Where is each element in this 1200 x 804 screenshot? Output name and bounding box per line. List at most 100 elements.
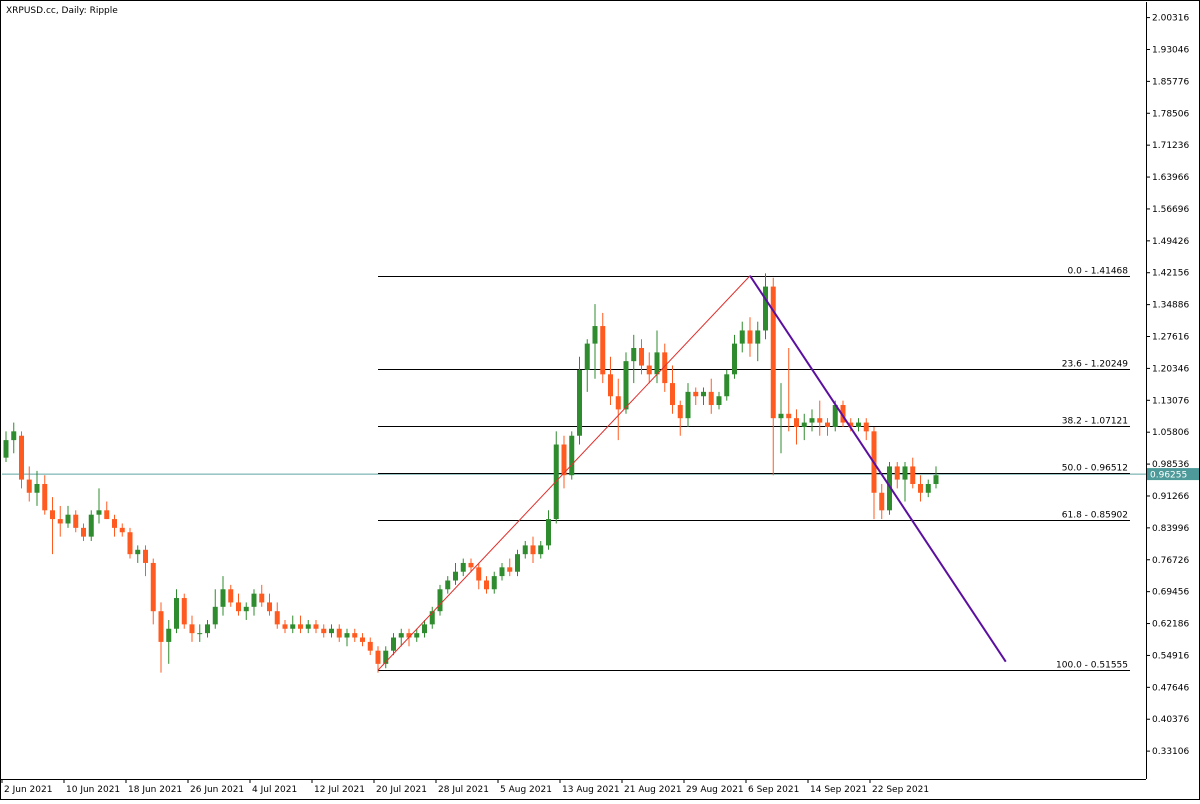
candle-body	[879, 493, 884, 511]
price-tick-label: 1.85776	[1152, 77, 1189, 87]
candle-body	[492, 576, 497, 589]
bull-candle	[89, 510, 94, 541]
candle-body	[523, 545, 528, 554]
candle-body	[453, 572, 458, 581]
candle-body	[244, 607, 249, 611]
candle-body	[717, 396, 722, 405]
candle-body	[4, 440, 9, 458]
time-tick-label: 2 Jun 2021	[4, 785, 52, 795]
candle-body	[360, 638, 365, 642]
candle-body	[89, 515, 94, 537]
time-tick-label: 12 Jul 2021	[314, 785, 365, 795]
time-tick-label: 29 Aug 2021	[686, 785, 744, 795]
time-tick-label: 26 Jun 2021	[190, 785, 244, 795]
candle-body	[345, 633, 350, 637]
candle-body	[538, 545, 543, 554]
candle-body	[376, 651, 381, 664]
candle-body	[856, 423, 861, 427]
time-tick-label: 28 Jul 2021	[438, 785, 489, 795]
candle-body	[763, 287, 768, 331]
candle-body	[298, 624, 303, 628]
candle-body	[771, 287, 776, 419]
candle-body	[267, 602, 272, 611]
candle-body	[593, 326, 598, 344]
candle-body	[352, 633, 357, 637]
candle-body	[391, 638, 396, 651]
candle-body	[864, 423, 869, 432]
candle-body	[918, 484, 923, 493]
candle-body	[221, 589, 226, 607]
candle-body	[600, 326, 605, 374]
candle-body	[368, 642, 373, 651]
candle-body	[686, 392, 691, 418]
chart-title: XRPUSD.cc, Daily: Ripple	[6, 6, 118, 16]
candle-body	[616, 396, 621, 409]
candle-body	[748, 330, 753, 343]
candle-body	[197, 633, 202, 634]
candle-body	[794, 418, 799, 427]
candle-body	[205, 624, 210, 633]
candle-body	[143, 550, 148, 563]
bear-candle	[182, 594, 187, 629]
time-tick-label: 4 Jul 2021	[252, 785, 297, 795]
bull-candle	[624, 352, 629, 413]
bull-candle	[724, 370, 729, 401]
candle-body	[120, 528, 125, 532]
candle-body	[624, 361, 629, 409]
candle-body	[259, 594, 264, 603]
bull-candle	[438, 585, 443, 616]
price-tick-label: 1.93046	[1152, 45, 1189, 55]
price-tick-label: 0.54916	[1152, 651, 1189, 661]
candle-body	[252, 594, 257, 607]
candle-body	[66, 515, 71, 524]
time-tick-label: 18 Jun 2021	[128, 785, 182, 795]
candle-body	[740, 330, 745, 343]
candle-body	[135, 550, 140, 554]
candle-body	[321, 629, 326, 633]
price-tick-label: 0.33106	[1152, 747, 1189, 757]
fib-level-label: 38.2 - 1.07121	[1062, 417, 1128, 427]
price-tick-label: 2.00316	[1152, 14, 1189, 24]
candle-body	[329, 629, 334, 633]
candle-body	[802, 423, 807, 427]
candle-body	[678, 405, 683, 418]
current-price-label: 0.96255	[1150, 471, 1187, 481]
candle-body	[414, 633, 419, 637]
price-tick-label: 0.91266	[1152, 492, 1189, 502]
fib-level-label: 100.0 - 0.51555	[1056, 661, 1128, 671]
candle-body	[825, 423, 830, 427]
price-tick-label: 0.40376	[1152, 715, 1189, 725]
fib-level-label: 50.0 - 0.96512	[1062, 464, 1128, 474]
price-tick-label: 1.49426	[1152, 237, 1189, 247]
candle-body	[213, 607, 218, 625]
time-tick-label: 6 Sep 2021	[748, 785, 799, 795]
price-tick-label: 1.63966	[1152, 173, 1189, 183]
price-tick-label: 1.71236	[1152, 141, 1189, 151]
time-tick-label: 5 Aug 2021	[500, 785, 552, 795]
candle-body	[174, 598, 179, 629]
candle-body	[817, 418, 822, 422]
fib-level-label: 0.0 - 1.41468	[1068, 267, 1129, 277]
price-tick-label: 0.62186	[1152, 620, 1189, 630]
fib-level-label: 61.8 - 0.85902	[1062, 511, 1128, 521]
candle-body	[779, 414, 784, 418]
candle-body	[515, 554, 520, 572]
candle-body	[42, 484, 47, 510]
candle-body	[399, 633, 404, 637]
candle-body	[631, 348, 636, 361]
candle-body	[786, 414, 791, 418]
price-tick-label: 1.27616	[1152, 333, 1189, 343]
price-tick-label: 0.76726	[1152, 556, 1189, 566]
candle-body	[484, 580, 489, 589]
price-tick-label: 1.56696	[1152, 205, 1189, 215]
candle-body	[934, 475, 939, 484]
candle-body	[469, 563, 474, 567]
bull-candle	[569, 431, 574, 479]
candle-body	[500, 567, 505, 576]
candle-body	[306, 624, 311, 628]
candle-body	[810, 418, 815, 422]
candle-body	[50, 510, 55, 519]
candle-body	[81, 528, 86, 537]
